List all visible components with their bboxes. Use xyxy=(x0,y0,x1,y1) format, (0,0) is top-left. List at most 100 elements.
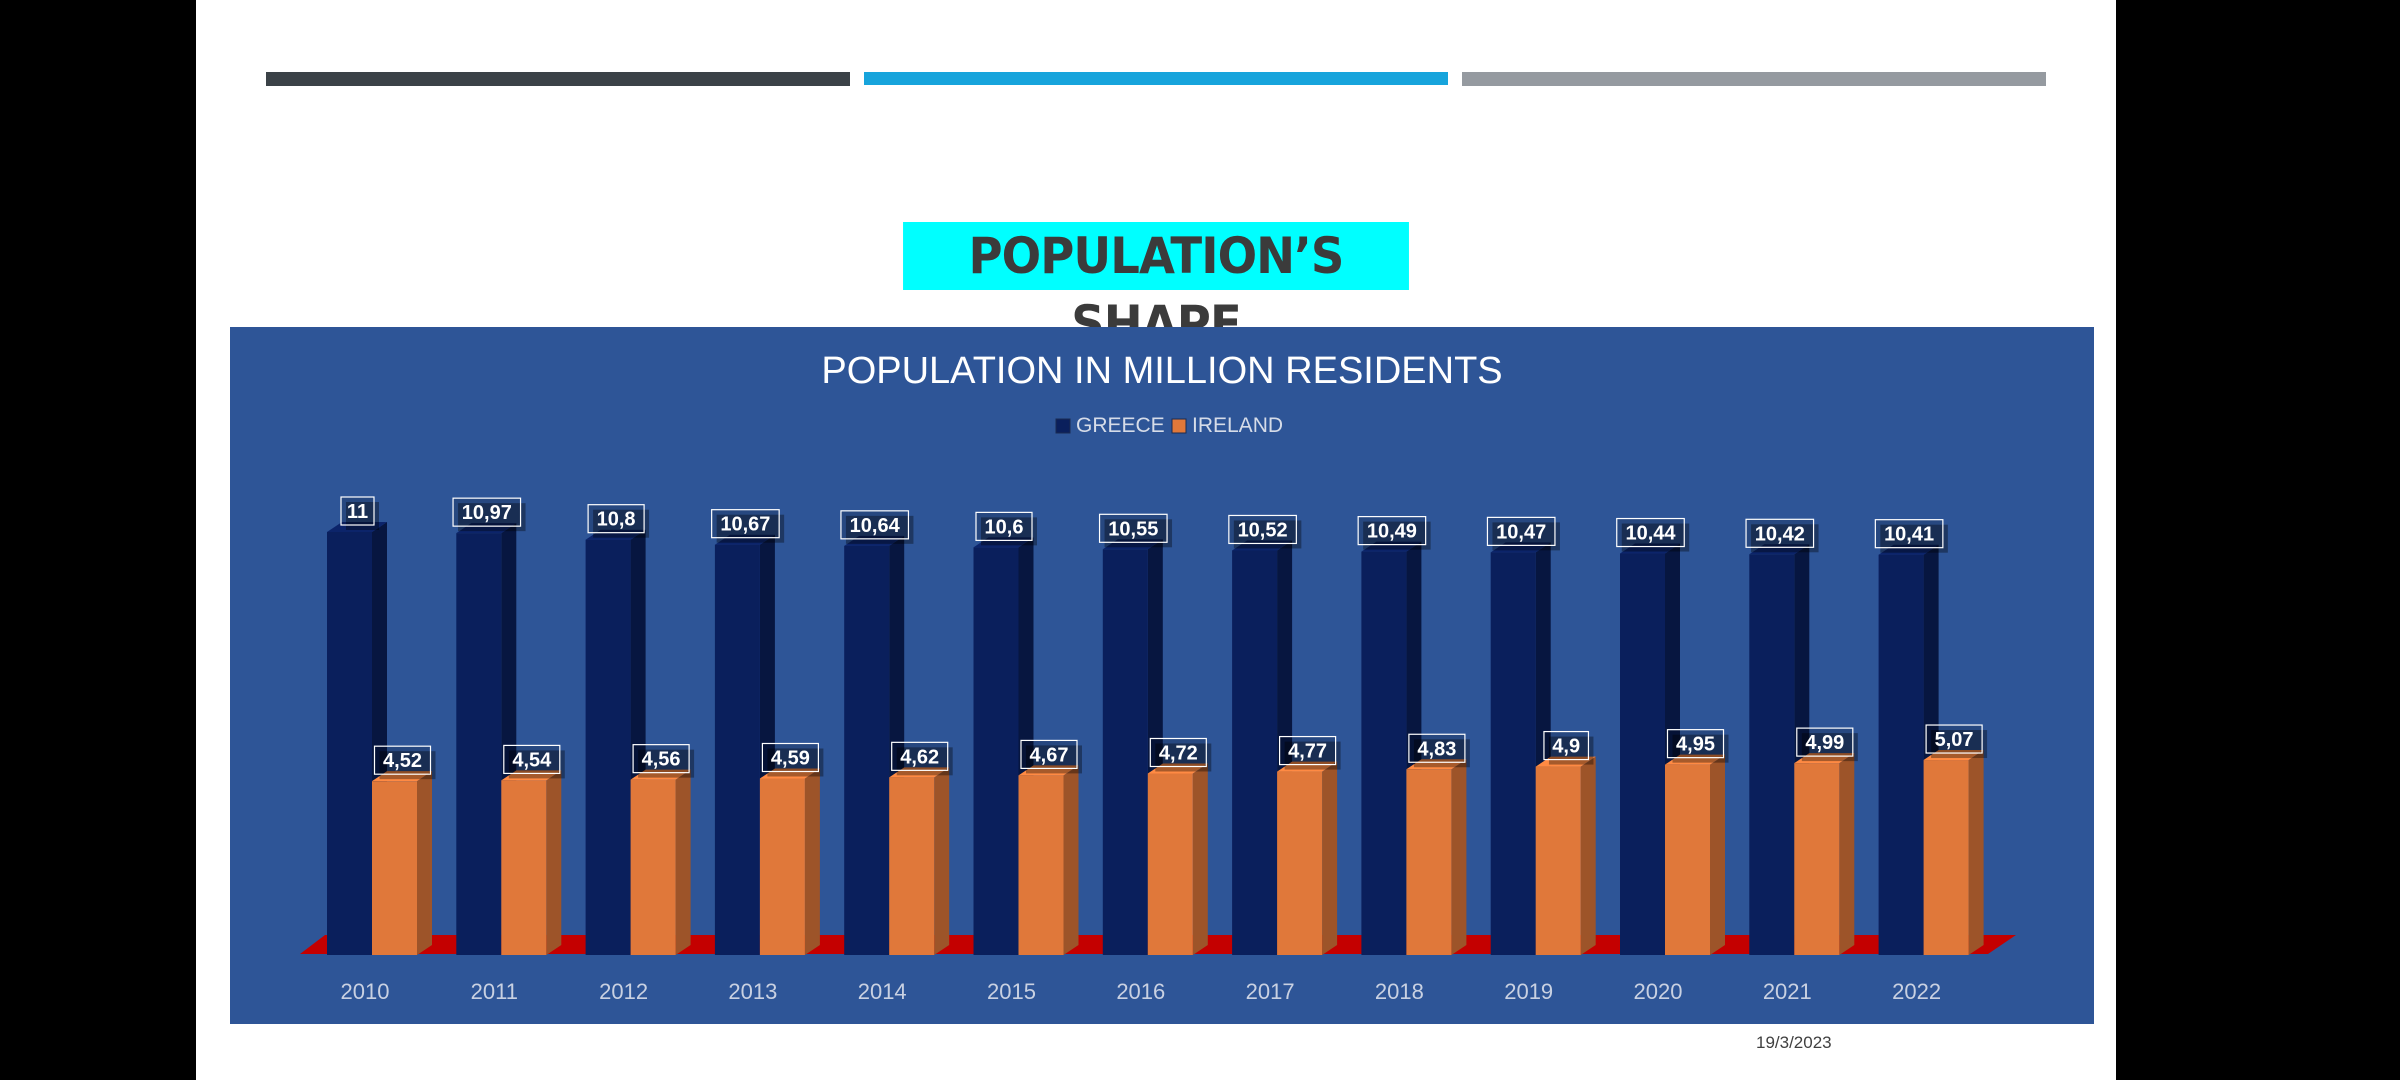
label-greece-2022: 10,41 xyxy=(1884,524,1934,546)
x-tick-2018: 2018 xyxy=(1375,979,1424,1004)
x-tick-2022: 2022 xyxy=(1892,979,1941,1004)
x-tick-2014: 2014 xyxy=(858,979,907,1004)
label-greece-2019-box xyxy=(1486,516,1556,546)
label-ireland-2015-box xyxy=(1020,739,1078,770)
legend-swatch-ireland xyxy=(1171,418,1187,434)
label-ireland-2012: 4,56 xyxy=(642,749,681,771)
bar-greece-2018 xyxy=(1361,551,1407,955)
label-greece-2010: 11 xyxy=(347,501,368,523)
label-greece-2022-box xyxy=(1874,519,1944,549)
label-ireland-2016: 4,72 xyxy=(1159,742,1198,764)
bar-ireland-2021 xyxy=(1794,763,1840,955)
label-ireland-2010: 4,52 xyxy=(383,750,422,772)
bar-greece-2021 xyxy=(1749,554,1795,955)
accent-bar-dark xyxy=(266,72,850,86)
x-tick-2010: 2010 xyxy=(341,979,390,1004)
bar-ireland-2020 xyxy=(1665,764,1710,955)
label-greece-2020: 10,44 xyxy=(1625,523,1676,545)
label-ireland-2020: 4,95 xyxy=(1676,734,1715,756)
label-ireland-2017-box xyxy=(1278,735,1337,766)
bar-ireland-2018 xyxy=(1406,769,1452,955)
label-ireland-2014: 4,62 xyxy=(900,746,939,768)
label-greece-2011: 10,97 xyxy=(462,502,512,524)
label-ireland-2015: 4,67 xyxy=(1030,744,1069,766)
bar-ireland-2015 xyxy=(1018,775,1064,955)
label-greece-2017-box xyxy=(1228,514,1297,545)
slide-title: POPULATION’S SHAPE xyxy=(903,222,1409,353)
bar-ireland-2012 xyxy=(630,779,676,955)
bar-ireland-2013-side xyxy=(804,768,820,955)
label-ireland-2012-box xyxy=(632,744,690,774)
bar-ireland-2016-side xyxy=(1192,763,1208,955)
label-ireland-2011: 4,54 xyxy=(512,749,552,771)
bar-greece-2010 xyxy=(327,532,372,955)
bar-ireland-2022-side xyxy=(1968,750,1984,955)
label-ireland-2022-box xyxy=(1925,724,1983,754)
label-ireland-2019-box xyxy=(1543,730,1590,761)
label-greece-2020-box xyxy=(1616,517,1685,548)
x-tick-2021: 2021 xyxy=(1763,979,1812,1004)
legend-label-greece: GREECE xyxy=(1076,414,1165,437)
slide-date: 19/3/2023 xyxy=(1756,1033,1832,1052)
bar-ireland-2022 xyxy=(1923,760,1969,955)
bar-ireland-2017-side xyxy=(1322,761,1338,955)
x-tick-2013: 2013 xyxy=(728,979,777,1004)
legend-label-ireland: IRELAND xyxy=(1192,414,1283,437)
legend-swatch-greece xyxy=(1055,418,1071,434)
label-ireland-2016-box xyxy=(1149,737,1207,768)
slide: POPULATION’S SHAPE POPULATION IN MILLION… xyxy=(196,0,2116,1080)
label-ireland-2013: 4,59 xyxy=(771,747,810,769)
bar-greece-2016 xyxy=(1102,549,1148,955)
label-greece-2013: 10,67 xyxy=(720,514,770,536)
accent-bar-gray xyxy=(1462,72,2046,86)
bar-ireland-2011 xyxy=(501,780,547,955)
bar-greece-2015 xyxy=(973,547,1019,955)
label-ireland-2018-box xyxy=(1408,733,1466,763)
label-greece-2014-box xyxy=(840,510,910,540)
x-tick-2019: 2019 xyxy=(1504,979,1553,1004)
bar-ireland-2010-side xyxy=(417,771,432,955)
chart-area[interactable]: POPULATION IN MILLION RESIDENTS GREECE IRE… xyxy=(230,327,2094,1024)
label-greece-2012-box xyxy=(587,504,645,534)
label-greece-2017: 10,52 xyxy=(1238,519,1288,541)
label-greece-2015: 10,6 xyxy=(985,516,1024,538)
bar-ireland-2017 xyxy=(1277,771,1323,955)
label-greece-2011-box xyxy=(452,497,522,527)
accent-bar-blue xyxy=(864,72,1448,85)
label-greece-2018: 10,49 xyxy=(1367,521,1417,543)
label-ireland-2020-box xyxy=(1666,729,1725,759)
label-greece-2021: 10,42 xyxy=(1755,523,1805,545)
label-greece-2012: 10,8 xyxy=(597,509,636,531)
bar-ireland-2013 xyxy=(759,778,805,955)
label-greece-2016: 10,55 xyxy=(1108,518,1158,540)
bar-ireland-2021-side xyxy=(1839,753,1855,955)
bar-ireland-2020-side xyxy=(1710,754,1725,955)
label-greece-2019: 10,47 xyxy=(1496,521,1546,543)
label-ireland-2021-box xyxy=(1796,727,1854,757)
label-greece-2010-box xyxy=(340,496,375,526)
bar-greece-2022 xyxy=(1878,554,1924,955)
label-ireland-2013-box xyxy=(761,742,820,773)
chart-title: POPULATION IN MILLION RESIDENTS xyxy=(821,350,1502,392)
label-ireland-2018: 4,83 xyxy=(1417,738,1456,760)
x-tick-2011: 2011 xyxy=(471,979,518,1004)
x-tick-2016: 2016 xyxy=(1116,979,1165,1004)
bar-ireland-2012-side xyxy=(675,769,691,955)
bar-greece-2017 xyxy=(1232,550,1278,955)
label-greece-2013-box xyxy=(711,509,780,539)
bar-ireland-2018-side xyxy=(1451,759,1467,955)
x-tick-2017: 2017 xyxy=(1246,979,1295,1004)
population-chart: POPULATION IN MILLION RESIDENTS GREECE IRE… xyxy=(300,350,2016,1004)
label-ireland-2011-box xyxy=(503,744,561,775)
bar-ireland-2019 xyxy=(1535,766,1581,955)
bar-greece-2013 xyxy=(714,544,760,955)
bar-ireland-2014-side xyxy=(934,767,950,955)
label-ireland-2019: 4,9 xyxy=(1552,736,1580,758)
bar-ireland-2014 xyxy=(889,777,935,955)
bar-greece-2011 xyxy=(456,533,502,955)
x-tick-2015: 2015 xyxy=(987,979,1036,1004)
label-ireland-2022: 5,07 xyxy=(1935,729,1974,751)
x-tick-2020: 2020 xyxy=(1634,979,1683,1004)
label-ireland-2014-box xyxy=(891,741,949,771)
label-ireland-2017: 4,77 xyxy=(1288,741,1327,763)
